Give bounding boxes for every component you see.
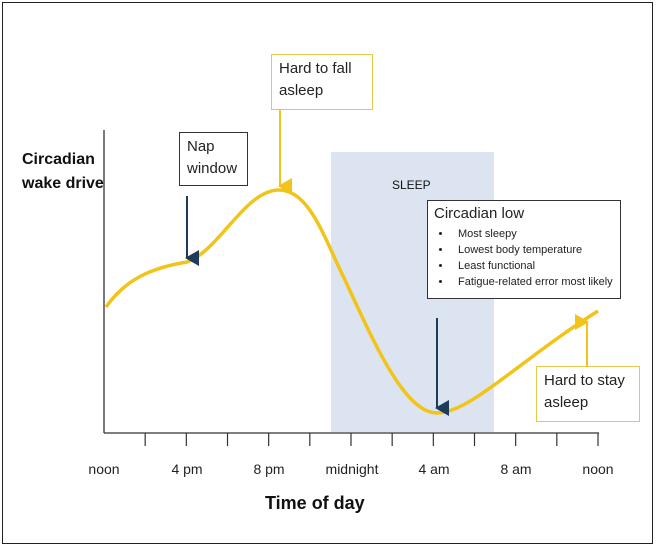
hard-to-fall-asleep-box: Hard to fall asleep bbox=[271, 54, 373, 110]
hard-fall-line1: Hard to fall bbox=[279, 60, 352, 77]
list-item: Least functional bbox=[452, 258, 614, 274]
circadian-low-list: Most sleepy Lowest body temperature Leas… bbox=[434, 226, 614, 290]
x-tick-label: 4 pm bbox=[171, 461, 203, 477]
circadian-low-box: Circadian low Most sleepy Lowest body te… bbox=[427, 200, 621, 299]
hard-fall-line2: asleep bbox=[279, 82, 324, 99]
hard-to-stay-asleep-box: Hard to stay asleep bbox=[536, 366, 640, 422]
x-tick-label: 8 pm bbox=[253, 461, 285, 477]
hard-stay-line1: Hard to stay bbox=[544, 372, 625, 389]
x-axis-label: Time of day bbox=[265, 493, 365, 513]
list-item: Most sleepy bbox=[452, 226, 614, 242]
sleep-label: SLEEP bbox=[392, 178, 431, 192]
hard-stay-line2: asleep bbox=[544, 394, 589, 411]
x-tick-label: 8 am bbox=[500, 461, 532, 477]
x-tick-label: noon bbox=[582, 461, 614, 477]
y-axis-label-line1: Circadian bbox=[22, 151, 95, 168]
nap-line1: Nap bbox=[187, 138, 215, 155]
list-item: Lowest body temperature bbox=[452, 242, 614, 258]
y-axis-label: Circadian wake drive bbox=[22, 148, 104, 196]
x-tick-label: 4 am bbox=[418, 461, 450, 477]
x-tick-label: midnight bbox=[325, 461, 379, 477]
y-axis-label-line2: wake drive bbox=[22, 175, 104, 192]
x-tick-label: noon bbox=[88, 461, 120, 477]
nap-window-box: Nap window bbox=[179, 132, 248, 186]
circadian-low-title: Circadian low bbox=[434, 205, 525, 222]
nap-line2: window bbox=[187, 160, 238, 177]
list-item: Fatigue-related error most likely bbox=[452, 274, 614, 290]
